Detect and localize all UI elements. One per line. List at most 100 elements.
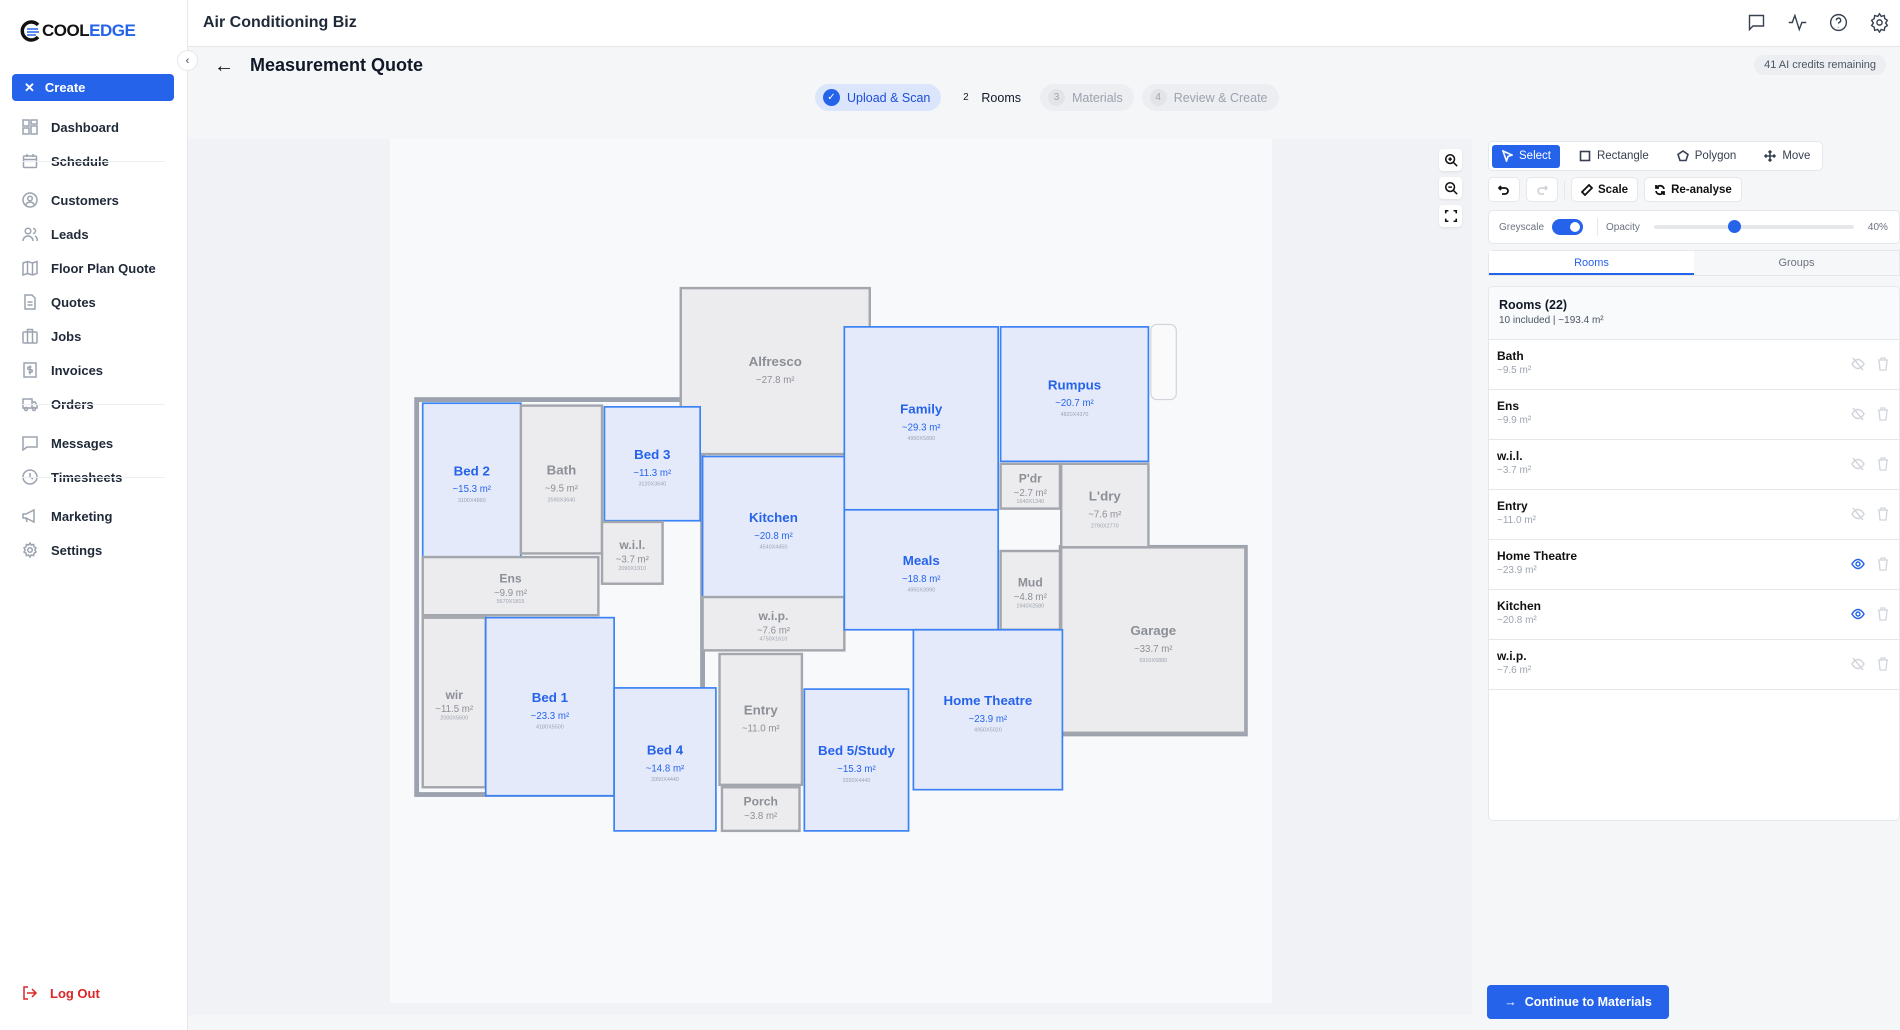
sidebar-item-invoices[interactable]: Invoices (0, 355, 188, 385)
room-shape[interactable] (613, 687, 717, 832)
logout-button[interactable]: Log Out (22, 985, 100, 1001)
room-shape[interactable] (1059, 546, 1247, 734)
sidebar-item-jobs[interactable]: Jobs (0, 321, 188, 351)
zoom-out-button[interactable] (1439, 177, 1462, 199)
trash-icon[interactable] (1877, 557, 1889, 571)
trash-icon[interactable] (1877, 357, 1889, 371)
polygon-tool-button[interactable]: Polygon (1668, 145, 1746, 168)
select-tool-button[interactable]: Select (1492, 144, 1560, 168)
room-shape[interactable] (912, 628, 1064, 791)
tab-groups[interactable]: Groups (1694, 251, 1899, 275)
eye-off-icon[interactable] (1851, 407, 1865, 421)
sidebar-item-floor-plan-quote[interactable]: Floor Plan Quote (0, 253, 188, 283)
trash-icon[interactable] (1877, 507, 1889, 521)
trash-icon[interactable] (1877, 407, 1889, 421)
plan-room[interactable]: Porch ~3.8 m² (720, 786, 801, 833)
room-shape[interactable] (701, 455, 846, 598)
plan-room[interactable]: Bed 4 ~14.8 m² 3350X4440 (613, 687, 717, 832)
room-shape[interactable] (519, 404, 604, 555)
room-shape[interactable] (484, 616, 615, 797)
plan-room[interactable]: Home Theatre ~23.9 m² 4950X5020 (912, 628, 1064, 791)
step-review-create[interactable]: 4 Review & Create (1141, 84, 1279, 111)
back-arrow-icon[interactable]: ← (214, 55, 234, 77)
room-shape[interactable] (803, 688, 910, 832)
plan-room[interactable]: Rumpus ~20.7 m² 4820X4370 (999, 326, 1150, 463)
undo-button[interactable] (1488, 177, 1520, 202)
eye-off-icon[interactable] (1851, 657, 1865, 671)
plan-room[interactable]: Garage ~33.7 m² 5910X5880 (1059, 546, 1247, 734)
eye-off-icon[interactable] (1851, 457, 1865, 471)
plan-room[interactable]: Bed 3 ~11.3 m² 3120X3640 (603, 405, 702, 522)
step-upload-scan[interactable]: ✓ Upload & Scan (815, 84, 942, 111)
plan-room[interactable]: Bed 1 ~23.3 m² 4180X5500 (484, 616, 615, 797)
fit-screen-button[interactable] (1439, 205, 1462, 227)
room-shape[interactable] (999, 326, 1150, 463)
help-icon[interactable] (1828, 12, 1849, 33)
collapse-sidebar-button[interactable]: ‹ (177, 50, 198, 71)
opacity-slider-thumb[interactable] (1727, 220, 1741, 233)
activity-icon[interactable] (1787, 12, 1808, 33)
room-list-item[interactable]: Ens ~9.9 m² (1489, 390, 1899, 440)
reanalyse-button[interactable]: Re-analyse (1644, 177, 1742, 202)
floorplan-svg[interactable]: Alfresco ~27.8 m² Bed 2 ~15.3 m² 3100X4860 Ba… (390, 139, 1272, 1003)
sidebar-item-quotes[interactable]: Quotes (0, 287, 188, 317)
trash-icon[interactable] (1877, 657, 1889, 671)
tab-rooms[interactable]: Rooms (1489, 251, 1694, 275)
plan-room[interactable]: Bed 5/Study ~15.3 m² 3350X4440 (803, 688, 910, 832)
room-shape[interactable] (421, 402, 522, 558)
chat-icon[interactable] (1746, 12, 1767, 33)
floorplan-image[interactable]: Alfresco ~27.8 m² Bed 2 ~15.3 m² 3100X4860 Ba… (390, 139, 1272, 1003)
opacity-slider[interactable] (1653, 220, 1854, 233)
greyscale-toggle[interactable] (1552, 219, 1584, 235)
room-shape[interactable] (701, 595, 846, 652)
sidebar-item-settings[interactable]: Settings (0, 535, 188, 565)
room-list-item[interactable]: Kitchen ~20.8 m² (1489, 590, 1899, 640)
step-materials[interactable]: 3 Materials (1039, 84, 1134, 111)
room-shape[interactable] (603, 405, 702, 522)
room-list-item[interactable]: Entry ~11.0 m² (1489, 490, 1899, 540)
room-list-item[interactable]: w.i.l. ~3.7 m² (1489, 440, 1899, 490)
zoom-in-button[interactable] (1439, 149, 1462, 171)
sidebar-item-messages[interactable]: Messages (0, 428, 188, 458)
room-shape[interactable] (600, 520, 664, 585)
sidebar-item-leads[interactable]: Leads (0, 219, 188, 249)
room-shape[interactable] (999, 549, 1062, 631)
room-shape[interactable] (718, 652, 804, 787)
scale-button[interactable]: Scale (1571, 177, 1639, 202)
gear-icon[interactable] (1869, 12, 1890, 33)
room-shape[interactable] (679, 286, 871, 456)
room-shape[interactable] (421, 616, 487, 789)
sidebar-item-customers[interactable]: Customers (0, 185, 188, 215)
room-shape[interactable] (720, 786, 801, 833)
trash-icon[interactable] (1877, 457, 1889, 471)
room-list-item[interactable]: Home Theatre ~23.9 m² (1489, 540, 1899, 590)
step-rooms[interactable]: 2 Rooms (949, 84, 1032, 111)
room-list-item[interactable]: w.i.p. ~7.6 m² (1489, 640, 1899, 690)
plan-room[interactable]: Bed 2 ~15.3 m² 3100X4860 (421, 402, 522, 558)
plan-room[interactable]: Bath ~9.5 m² 2590X3640 (519, 404, 604, 555)
redo-button[interactable] (1526, 177, 1558, 202)
trash-icon[interactable] (1877, 607, 1889, 621)
move-tool-button[interactable]: Move (1755, 145, 1819, 168)
cooledge-logo[interactable]: COOL EDGE (20, 20, 136, 42)
eye-icon[interactable] (1851, 557, 1865, 571)
room-list[interactable]: Rooms (22) 10 included | ~193.4 m² Bath ~… (1488, 286, 1900, 821)
eye-off-icon[interactable] (1851, 507, 1865, 521)
plan-room[interactable]: Meals ~18.8 m² 4950X3990 (843, 508, 1000, 631)
sidebar-item-dashboard[interactable]: Dashboard (0, 112, 188, 142)
rectangle-tool-button[interactable]: Rectangle (1570, 145, 1658, 168)
plan-room[interactable]: Kitchen ~20.8 m² 4540X4450 (701, 455, 846, 598)
room-shape[interactable] (1059, 462, 1150, 549)
eye-off-icon[interactable] (1851, 357, 1865, 371)
continue-to-materials-button[interactable]: → Continue to Materials (1487, 985, 1669, 1019)
plan-room[interactable]: Family ~29.3 m² 4950X5890 (843, 326, 1000, 511)
create-button[interactable]: ✕ Create (12, 74, 174, 101)
room-shape[interactable] (843, 508, 1000, 631)
room-list-item[interactable]: Bath ~9.5 m² (1489, 340, 1899, 390)
